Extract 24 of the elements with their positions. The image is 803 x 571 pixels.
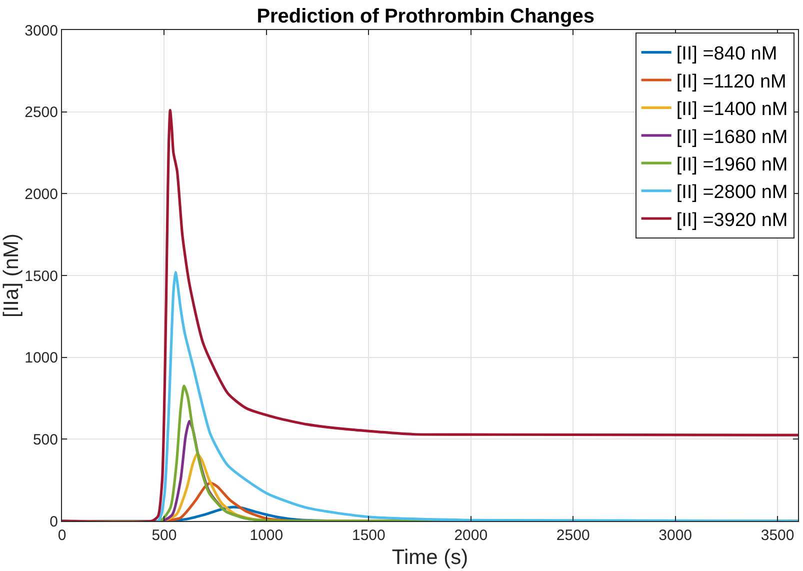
legend-label: [II] =1400 nM [676,99,788,120]
y-tick-label: 2000 [24,186,58,203]
x-tick-label: 500 [152,527,177,544]
legend-label: [II] =840 nM [676,44,778,65]
x-axis-title: Time (s) [392,546,468,570]
y-tick-label: 1500 [24,268,58,285]
x-tick-label: 3000 [658,527,692,544]
y-tick-label: 500 [32,431,58,448]
legend-label: [II] =3920 nM [676,210,788,231]
y-tick-label: 3000 [24,22,58,40]
x-tick-label: 2000 [454,527,488,544]
legend-label: [II] =1120 nM [676,71,786,92]
legend-label: [II] =2800 nM [676,182,788,204]
y-tick-label: 2500 [24,104,58,122]
legend-label: [II] =1680 nM [676,126,788,148]
y-tick-label: 1000 [24,350,58,367]
y-tick-label: 0 [50,513,58,530]
y-axis-title: [IIa] (nM) [0,233,23,318]
x-tick-label: 3500 [760,527,794,544]
x-tick-label: 2500 [556,527,590,544]
x-tick-label: 1000 [250,527,284,544]
legend-label: [II] =1960 nM [676,154,788,176]
chart-title: Prediction of Prothrombin Changes [256,6,594,28]
x-tick-label: 1500 [352,527,386,544]
